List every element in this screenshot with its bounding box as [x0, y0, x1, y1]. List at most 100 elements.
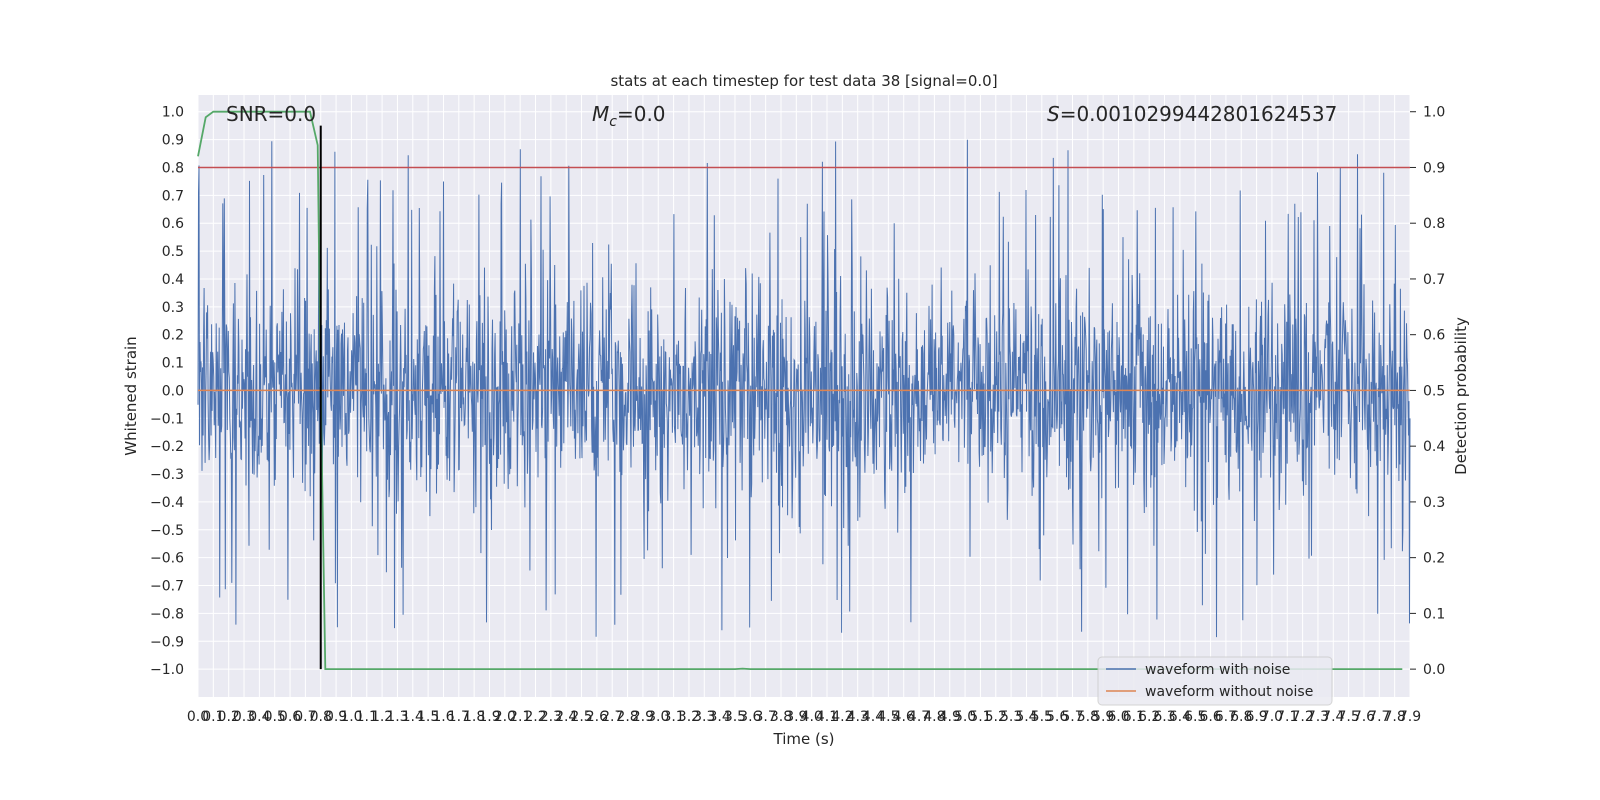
- x-tick-label: 0.5: [264, 709, 286, 725]
- x-tick-label: 4.2: [831, 709, 853, 725]
- x-tick-label: 1.6: [432, 709, 454, 725]
- x-tick-label: 0.9: [325, 709, 347, 725]
- y-tick-label: −0.6: [150, 551, 184, 567]
- x-tick-label: 1.7: [448, 709, 470, 725]
- x-tick-label: 7.3: [1307, 709, 1329, 725]
- y2-tick-label: 0.0: [1423, 662, 1445, 678]
- x-tick-label: 3.1: [662, 709, 684, 725]
- y2-tick-labels: 0.0 0.1 0.2 0.3 0.4 0.5 0.6 0.7 0.8 0.9 1.0: [1410, 105, 1445, 678]
- x-tick-label: 4.9: [939, 709, 961, 725]
- y-tick-label: 1.0: [162, 105, 184, 121]
- y2-tick-label: 0.1: [1423, 606, 1445, 622]
- y-axis-label: Whitened strain: [122, 336, 140, 455]
- y2-tick-label: 0.2: [1423, 551, 1445, 567]
- x-tick-label: 2.4: [555, 709, 577, 725]
- x-tick-label: 4.5: [877, 709, 899, 725]
- x-tick-label: 0.7: [294, 709, 316, 725]
- y-tick-labels: −1.0 −0.9 −0.8 −0.7 −0.6 −0.5 −0.4 −0.3 −0.2 −0.1…: [150, 105, 184, 678]
- y-tick-label: 0.7: [162, 188, 184, 204]
- mc-value: =0.0: [617, 102, 666, 126]
- x-tick-label: 4.7: [908, 709, 930, 725]
- x-tick-label: 2.0: [494, 709, 516, 725]
- x-tick-label: 1.9: [478, 709, 500, 725]
- y-tick-label: 0.6: [162, 216, 184, 232]
- y-tick-label: 0.8: [162, 160, 184, 176]
- x-tick-label: 6.8: [1230, 709, 1252, 725]
- s-value: =0.0010299442801624537: [1060, 102, 1338, 126]
- x-tick-label: 7.5: [1338, 709, 1360, 725]
- x-axis-label: Time (s): [773, 730, 835, 748]
- x-tick-label: 3.4: [708, 709, 730, 725]
- y2-axis-label: Detection probability: [1452, 317, 1470, 475]
- y-tick-label: −0.4: [150, 495, 184, 511]
- y-tick-label: −0.8: [150, 606, 184, 622]
- y2-tick-label: 0.5: [1423, 383, 1445, 399]
- x-tick-label: 2.6: [586, 709, 608, 725]
- y-tick-label: 0.9: [162, 133, 184, 149]
- legend-label-clean: waveform without noise: [1145, 684, 1313, 700]
- x-tick-label: 4.6: [893, 709, 915, 725]
- x-tick-label: 1.1: [356, 709, 378, 725]
- mc-symbol: M: [592, 102, 609, 126]
- x-tick-label: 4.3: [847, 709, 869, 725]
- x-tick-label: 3.3: [693, 709, 715, 725]
- x-tick-label: 5.3: [1000, 709, 1022, 725]
- x-tick-label: 0.2: [218, 709, 240, 725]
- x-tick-label: 5.5: [1031, 709, 1053, 725]
- y2-tick-label: 0.7: [1423, 272, 1445, 288]
- y2-tick-label: 0.9: [1423, 160, 1445, 176]
- y-tick-label: 0.2: [162, 328, 184, 344]
- x-tick-label: 3.0: [647, 709, 669, 725]
- x-tick-label: 3.5: [724, 709, 746, 725]
- y-tick-label: −0.5: [150, 523, 184, 539]
- legend-box: [1097, 656, 1333, 706]
- x-tick-label: 5.2: [985, 709, 1007, 725]
- y-tick-label: −1.0: [150, 662, 184, 678]
- x-tick-label: 1.3: [386, 709, 408, 725]
- s-symbol: S: [1047, 102, 1060, 126]
- legend-label-noise: waveform with noise: [1145, 662, 1290, 678]
- series-waveform-with-noise: [197, 139, 1411, 638]
- x-tick-label: 5.4: [1015, 709, 1037, 725]
- y-tick-label: 0.4: [162, 272, 184, 288]
- x-tick-label: 1.8: [463, 709, 485, 725]
- mc-subscript: c: [609, 114, 617, 130]
- annotation-s: S=0.0010299442801624537: [1047, 102, 1337, 126]
- y-tick-label: −0.1: [150, 411, 184, 427]
- x-tick-label: 6.6: [1199, 709, 1221, 725]
- x-tick-label: 4.1: [816, 709, 838, 725]
- x-tick-label: 2.5: [570, 709, 592, 725]
- x-tick-label: 6.4: [1169, 709, 1191, 725]
- legend: waveform with noise waveform without noi…: [1097, 656, 1333, 706]
- x-tick-label: 2.1: [509, 709, 531, 725]
- x-tick-label: 7.4: [1322, 709, 1344, 725]
- x-tick-label: 3.7: [755, 709, 777, 725]
- y-tick-label: 0.1: [162, 356, 184, 372]
- x-tick-label: 5.7: [1061, 709, 1083, 725]
- x-tick-label: 6.2: [1138, 709, 1160, 725]
- x-tick-label: 4.8: [923, 709, 945, 725]
- y-tick-label: 0.5: [162, 244, 184, 260]
- x-tick-label: 2.8: [616, 709, 638, 725]
- y-tick-label: −0.2: [150, 439, 184, 455]
- x-tick-label: 7.8: [1384, 709, 1406, 725]
- x-tick-labels: 0.00.10.20.30.40.50.60.70.80.91.01.11.21…: [187, 709, 1421, 725]
- x-tick-label: 1.2: [371, 709, 393, 725]
- x-tick-label: 5.6: [1046, 709, 1068, 725]
- x-tick-label: 3.8: [770, 709, 792, 725]
- x-tick-label: 0.3: [233, 709, 255, 725]
- x-tick-label: 0.8: [310, 709, 332, 725]
- x-tick-label: 6.9: [1245, 709, 1267, 725]
- x-tick-label: 2.9: [632, 709, 654, 725]
- annotation-mc: Mc=0.0: [592, 102, 666, 130]
- x-tick-label: 6.0: [1107, 709, 1129, 725]
- x-tick-label: 5.0: [954, 709, 976, 725]
- x-tick-label: 7.9: [1399, 709, 1421, 725]
- x-tick-label: 3.9: [785, 709, 807, 725]
- x-tick-label: 6.7: [1215, 709, 1237, 725]
- x-tick-label: 1.0: [340, 709, 362, 725]
- x-tick-label: 3.6: [739, 709, 761, 725]
- x-tick-label: 6.5: [1184, 709, 1206, 725]
- y-tick-label: 0.3: [162, 300, 184, 316]
